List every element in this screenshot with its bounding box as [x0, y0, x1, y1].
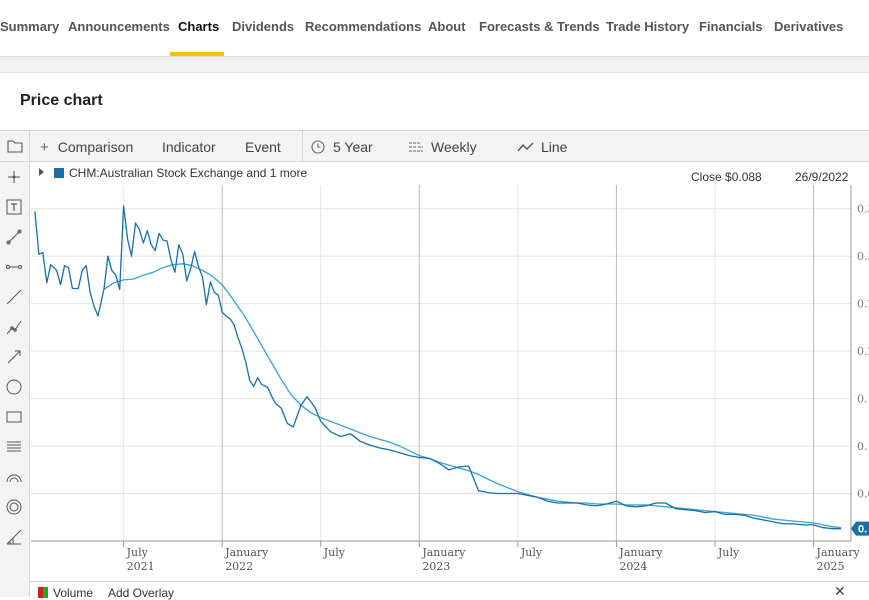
interval-label: Weekly	[431, 139, 477, 155]
line-icon[interactable]	[5, 288, 23, 306]
nav-item-dividends[interactable]: Dividends	[232, 19, 295, 34]
chart-toolbar: + Comparison Indicator Event 5 Year Weekl…	[30, 131, 869, 162]
x-tick-label: January	[224, 546, 269, 559]
page-title: Price chart	[20, 92, 103, 109]
period-label: 5 Year	[333, 139, 373, 155]
y-tick-label: 0.3	[857, 203, 869, 216]
indicator-button[interactable]: Indicator	[162, 139, 216, 155]
x-tick-year: 2023	[422, 560, 450, 573]
close-icon[interactable]: ✕	[834, 583, 846, 599]
nav-item-about[interactable]: About	[428, 19, 466, 34]
interval-button[interactable]: Weekly	[408, 139, 477, 155]
add-overlay-button[interactable]: Add Overlay	[108, 586, 175, 600]
y-tick-label: 0.1	[857, 440, 869, 453]
last-value-label: 0.	[858, 524, 867, 536]
x-tick-year: 2022	[225, 560, 253, 573]
x-tick-year: 2024	[619, 560, 647, 573]
close-date: 26/9/2022	[795, 170, 849, 184]
folder-icon[interactable]	[0, 131, 30, 162]
last-value-marker	[851, 521, 869, 536]
horizontal-segment-icon[interactable]	[5, 258, 23, 276]
plus-icon: +	[40, 139, 49, 156]
circle-icon[interactable]	[5, 378, 23, 396]
polyline-icon[interactable]	[5, 318, 23, 336]
nav-divider	[0, 56, 869, 57]
volume-label[interactable]: Volume	[53, 586, 94, 600]
event-button[interactable]: Event	[245, 139, 281, 155]
clock-icon	[311, 140, 325, 154]
y-tick-label: 0.1	[857, 393, 869, 406]
series-color-swatch	[54, 168, 64, 178]
plot-area	[31, 185, 851, 541]
toolbar-corner	[0, 131, 30, 162]
nav-item-derivatives[interactable]: Derivatives	[774, 19, 844, 34]
crosshair-icon[interactable]	[5, 168, 23, 186]
text-tool-icon[interactable]	[5, 198, 23, 216]
x-tick-year: 2021	[127, 560, 155, 573]
x-tick-label: July	[323, 546, 346, 559]
legend-label[interactable]: CHM:Australian Stock Exchange and 1 more	[69, 166, 308, 180]
x-tick-label: July	[520, 546, 543, 559]
overlay-bar: Volume Add Overlay ✕	[30, 581, 869, 600]
chart-panel: + Comparison Indicator Event 5 Year Weekl…	[0, 130, 869, 600]
comparison-button[interactable]: + Comparison	[40, 139, 133, 156]
section-band	[0, 57, 869, 73]
price-series-line	[34, 205, 842, 530]
x-tick-label: July	[126, 546, 149, 559]
x-tick-label: July	[717, 546, 740, 559]
chart-legend: CHM:Australian Stock Exchange and 1 more…	[30, 162, 869, 185]
ruler-icon[interactable]	[5, 528, 23, 546]
active-tab-indicator	[170, 52, 224, 56]
close-price: Close $0.088	[691, 170, 762, 184]
x-tick-label: January	[421, 546, 466, 559]
nav-item-trade-history[interactable]: Trade History	[606, 19, 690, 34]
segment-icon[interactable]	[5, 228, 23, 246]
line-chart-icon	[517, 142, 534, 152]
nav-item-forecasts-trends[interactable]: Forecasts & Trends	[479, 19, 600, 34]
y-tick-label: 0.2	[857, 298, 869, 311]
nav-item-financials[interactable]: Financials	[699, 19, 763, 34]
volume-icon	[38, 587, 48, 598]
top-navigation: Summary Announcements Charts Dividends R…	[0, 0, 869, 56]
y-tick-label: 0.2	[857, 345, 869, 358]
x-tick-year: 2025	[817, 560, 845, 573]
x-tick-label: January	[618, 546, 663, 559]
nav-item-summary[interactable]: Summary	[0, 19, 60, 34]
moving-average-line	[103, 263, 842, 529]
y-tick-label: 0.3	[857, 250, 869, 263]
chart-type-button[interactable]: Line	[517, 139, 567, 155]
toolbar-separator	[302, 131, 303, 161]
arc-icon[interactable]	[5, 468, 23, 486]
chart-type-label: Line	[541, 139, 568, 155]
expand-arrow-icon[interactable]	[39, 168, 44, 176]
comparison-label: Comparison	[57, 139, 134, 155]
price-chart[interactable]: 0.30.30.20.20.10.10.0July2021January2022…	[0, 131, 869, 581]
period-button[interactable]: 5 Year	[311, 139, 373, 155]
fibonacci-icon[interactable]	[5, 438, 23, 456]
x-tick-label: January	[816, 546, 861, 559]
drawing-toolbar	[0, 162, 30, 597]
rectangle-icon[interactable]	[5, 408, 23, 426]
nav-item-recommendations[interactable]: Recommendations	[305, 19, 422, 34]
nav-item-announcements[interactable]: Announcements	[68, 19, 170, 34]
interval-icon	[409, 142, 423, 152]
ellipse-icon[interactable]	[5, 498, 23, 516]
nav-item-charts[interactable]: Charts	[178, 19, 220, 34]
y-tick-label: 0.0	[857, 488, 869, 501]
arrow-line-icon[interactable]	[5, 348, 23, 366]
